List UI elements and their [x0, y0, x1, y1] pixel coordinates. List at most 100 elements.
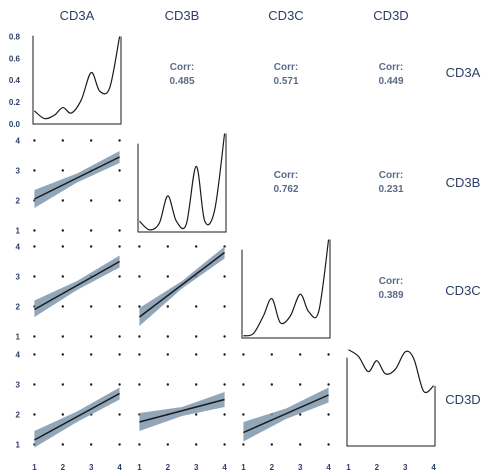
scatter-point: [138, 275, 141, 278]
y-tick-label: 4: [16, 351, 21, 360]
scatter-point: [138, 443, 141, 446]
scatter-point: [118, 199, 121, 202]
scatter-point: [138, 353, 141, 356]
y-tick-label: 1: [16, 441, 21, 450]
scatter-point: [118, 229, 121, 232]
scatter-point: [89, 229, 93, 232]
scatter-point: [223, 275, 226, 278]
scatter-point: [89, 383, 93, 386]
scatter-point: [194, 305, 198, 308]
x-tick-label: 3: [298, 463, 303, 472]
row-label-cd3c: CD3C: [445, 283, 480, 298]
y-tick-label: 0.6: [9, 54, 21, 63]
column-label-cd3a: CD3A: [60, 8, 95, 23]
correlation-value-cd3b-cd3c: 0.762: [273, 184, 298, 195]
scatter-point: [270, 353, 274, 356]
scatter-point: [327, 443, 330, 446]
scatter-point: [33, 139, 36, 142]
scatter-point: [61, 169, 65, 172]
scatter-point: [166, 245, 170, 248]
scatter-point: [118, 245, 121, 248]
density-curve-cd3a: [34, 36, 121, 120]
scatter-point: [223, 443, 226, 446]
scatter-point: [166, 335, 170, 338]
y-tick-label: 0.8: [9, 32, 21, 41]
row-label-cd3d: CD3D: [445, 392, 480, 407]
scatter-point: [33, 335, 36, 338]
x-tick-label: 2: [61, 463, 66, 472]
scatter-point: [61, 353, 65, 356]
scatter-point: [242, 353, 245, 356]
scatter-point: [89, 139, 93, 142]
scatter-point: [327, 413, 330, 416]
y-tick-label: 0.4: [9, 76, 21, 85]
column-label-cd3d: CD3D: [373, 8, 408, 23]
density-frame-cd3a: [32, 35, 122, 125]
scatter-point: [33, 245, 36, 248]
scatter-point: [298, 353, 302, 356]
scatter-point: [270, 443, 274, 446]
scatter-point: [118, 275, 121, 278]
correlation-value-cd3b-cd3d: 0.231: [378, 184, 403, 195]
scatter-point: [270, 383, 274, 386]
scatter-point: [138, 245, 141, 248]
scatter-point: [242, 383, 245, 386]
scatter-point: [118, 413, 121, 416]
y-tick-label: 0.0: [9, 120, 21, 129]
scatter-point: [223, 305, 226, 308]
scatter-point: [118, 169, 121, 172]
scatter-point: [327, 383, 330, 386]
scatter-point: [298, 383, 302, 386]
scatter-point: [138, 335, 141, 338]
x-tick-label: 4: [431, 463, 436, 472]
scatter-point: [33, 353, 36, 356]
y-tick-label: 3: [16, 167, 21, 176]
scatter-point: [194, 353, 198, 356]
density-curve-cd3d: [348, 349, 434, 394]
column-label-cd3b: CD3B: [165, 8, 200, 23]
y-tick-label: 1: [16, 227, 21, 236]
scatter-point: [118, 383, 121, 386]
y-tick-label: 4: [16, 243, 21, 252]
y-tick-label: 2: [16, 197, 21, 206]
y-tick-label: 4: [16, 137, 21, 146]
scatter-point: [89, 199, 93, 202]
scatter-point: [166, 305, 170, 308]
scatter-point: [33, 169, 36, 172]
confidence-band-cd3a-cd3b: [34, 151, 120, 208]
density-frame-cd3c: [241, 239, 331, 339]
x-tick-label: 4: [117, 463, 122, 472]
scatter-point: [61, 275, 65, 278]
correlation-value-cd3c-cd3d: 0.389: [378, 290, 403, 301]
scatter-point: [89, 245, 93, 248]
scatter-point: [223, 353, 226, 356]
scatter-point: [223, 335, 226, 338]
y-tick-label: 0.2: [9, 98, 21, 107]
x-tick-label: 4: [326, 463, 331, 472]
density-frame-cd3d: [346, 357, 436, 447]
regression-line-cd3c-cd3d: [243, 394, 329, 434]
regression-line-cd3a-cd3b: [34, 156, 120, 200]
scatter-point: [298, 413, 302, 416]
scatter-point: [61, 383, 65, 386]
column-label-cd3c: CD3C: [268, 8, 303, 23]
correlation-label: Corr:: [379, 276, 403, 287]
scatter-point: [89, 335, 93, 338]
scatter-point: [166, 353, 170, 356]
row-label-cd3b: CD3B: [446, 175, 481, 190]
scatter-point: [194, 335, 198, 338]
scatter-point: [194, 443, 198, 446]
scatter-point: [138, 383, 141, 386]
scatter-point: [118, 353, 121, 356]
correlation-label: Corr:: [274, 170, 298, 181]
scatter-point: [61, 139, 65, 142]
scatter-point: [61, 229, 65, 232]
correlation-value-cd3a-cd3d: 0.449: [378, 76, 403, 87]
regression-line-cd3b-cd3d: [139, 398, 225, 423]
x-tick-label: 3: [403, 463, 408, 472]
y-tick-label: 3: [16, 273, 21, 282]
correlation-value-cd3a-cd3c: 0.571: [273, 76, 298, 87]
scatter-point: [61, 413, 65, 416]
scatter-point: [166, 443, 170, 446]
scatter-point: [118, 139, 121, 142]
